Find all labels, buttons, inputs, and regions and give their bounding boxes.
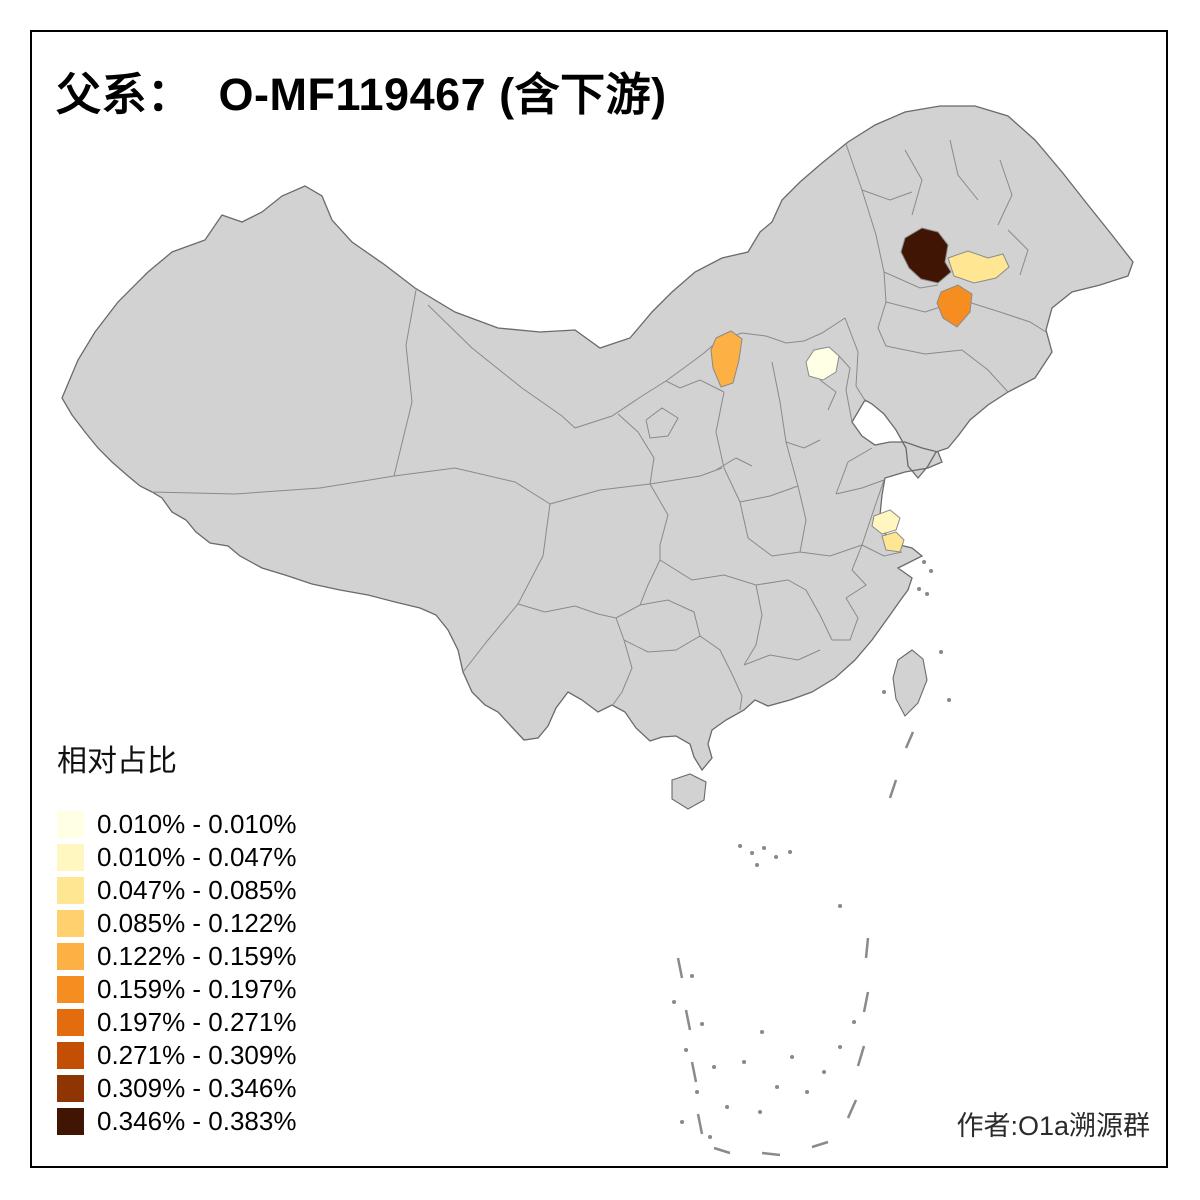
base-regions bbox=[61, 105, 1134, 810]
legend-label: 0.159% - 0.197% bbox=[97, 974, 297, 1004]
legend-swatch-fill bbox=[57, 943, 84, 970]
nine-dash-line bbox=[676, 731, 915, 1157]
page-title: 父系： O-MF119467 (含下游) bbox=[56, 69, 667, 120]
taiwan-island bbox=[892, 649, 928, 717]
legend-label: 0.309% - 0.346% bbox=[97, 1073, 297, 1103]
region-north-shanxi-orange bbox=[710, 330, 743, 388]
legend-label: 0.010% - 0.010% bbox=[97, 809, 297, 839]
legend-swatch-fill bbox=[57, 1042, 84, 1069]
region-jiangsu-pale bbox=[871, 509, 901, 535]
legend-swatch bbox=[57, 1075, 84, 1102]
legend-swatch bbox=[57, 844, 84, 871]
legend-label: 0.122% - 0.159% bbox=[97, 941, 297, 971]
legend-swatch-fill bbox=[57, 811, 84, 838]
legend-item: 0.346% - 0.383% bbox=[57, 1105, 296, 1138]
hainan-island bbox=[671, 773, 707, 810]
mainland-outline bbox=[61, 105, 1134, 772]
legend-swatch bbox=[57, 1108, 84, 1135]
legend-label: 0.047% - 0.085% bbox=[97, 875, 297, 905]
legend-title: 相对占比 bbox=[57, 745, 177, 778]
region-northeast-dark bbox=[900, 227, 952, 284]
legend-swatch-fill bbox=[57, 1075, 84, 1102]
legend: 相对占比 0.010% - 0.010% 0.010% - 0.047% 0.0… bbox=[57, 736, 296, 1138]
legend-item: 0.122% - 0.159% bbox=[57, 940, 296, 973]
region-northeast-pale bbox=[947, 250, 1010, 284]
legend-swatch bbox=[57, 1042, 84, 1069]
highlight-regions bbox=[710, 227, 1010, 553]
legend-item: 0.197% - 0.271% bbox=[57, 1006, 296, 1039]
legend-item: 0.010% - 0.010% bbox=[57, 808, 296, 841]
legend-swatch bbox=[57, 910, 84, 937]
attribution: 作者:O1a溯源群 bbox=[956, 1111, 1150, 1141]
sea-islets bbox=[672, 560, 952, 1139]
legend-item: 0.010% - 0.047% bbox=[57, 841, 296, 874]
legend-swatch-fill bbox=[57, 910, 84, 937]
legend-label: 0.346% - 0.383% bbox=[97, 1106, 297, 1136]
region-yangtze-delta-pale bbox=[881, 531, 905, 553]
legend-swatch bbox=[57, 1009, 84, 1036]
legend-swatch bbox=[57, 811, 84, 838]
legend-swatch-fill bbox=[57, 844, 84, 871]
legend-swatch bbox=[57, 943, 84, 970]
map-layers bbox=[61, 105, 1134, 1157]
legend-swatch-fill bbox=[57, 1108, 84, 1135]
legend-item: 0.271% - 0.309% bbox=[57, 1039, 296, 1072]
legend-swatch-fill bbox=[57, 976, 84, 1003]
legend-item: 0.159% - 0.197% bbox=[57, 973, 296, 1006]
legend-item: 0.309% - 0.346% bbox=[57, 1072, 296, 1105]
region-beijing-pale bbox=[805, 346, 840, 381]
legend-swatch-fill bbox=[57, 1009, 84, 1036]
legend-swatch-fill bbox=[57, 877, 84, 904]
legend-label: 0.085% - 0.122% bbox=[97, 908, 297, 938]
legend-item: 0.085% - 0.122% bbox=[57, 907, 296, 940]
legend-item: 0.047% - 0.085% bbox=[57, 874, 296, 907]
legend-swatch bbox=[57, 877, 84, 904]
legend-label: 0.197% - 0.271% bbox=[97, 1007, 297, 1037]
legend-swatch bbox=[57, 976, 84, 1003]
region-northeast-orange bbox=[936, 284, 973, 328]
legend-label: 0.010% - 0.047% bbox=[97, 842, 297, 872]
legend-label: 0.271% - 0.309% bbox=[97, 1040, 297, 1070]
